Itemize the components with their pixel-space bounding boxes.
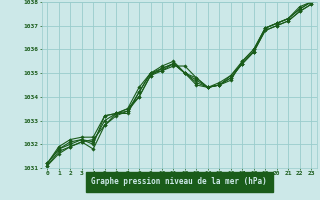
X-axis label: Graphe pression niveau de la mer (hPa): Graphe pression niveau de la mer (hPa): [91, 177, 267, 186]
